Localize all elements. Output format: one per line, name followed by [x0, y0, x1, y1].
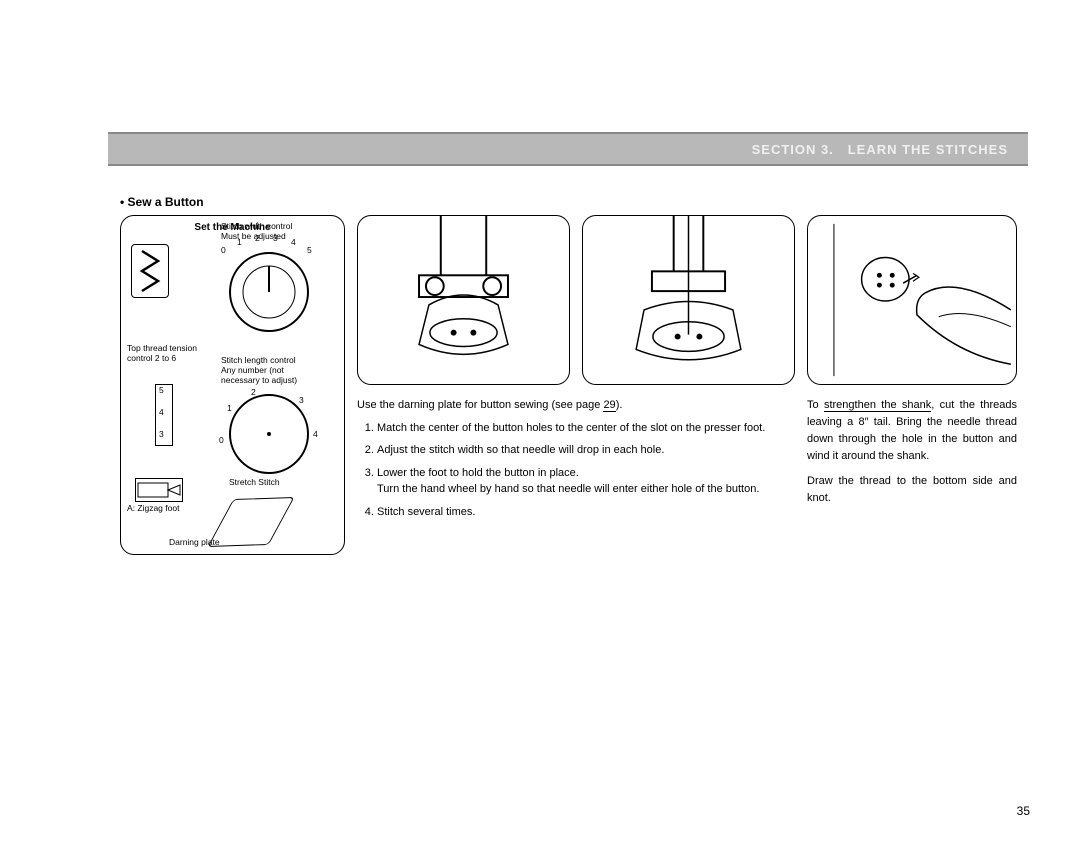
- instruction-step: Stitch several times.: [377, 504, 795, 521]
- tension-mark-3: 3: [159, 430, 164, 440]
- shank-paragraph-1: To strengthen the shank, cut the threads…: [807, 397, 1017, 465]
- dial1-tick-5: 5: [307, 246, 312, 256]
- instruction-step: Match the center of the button holes to …: [377, 420, 795, 437]
- stitch-width-dial-icon: [229, 252, 309, 332]
- page-title: • Sew a Button: [120, 195, 1030, 209]
- dial2-tick-0: 0: [219, 436, 224, 446]
- tension-label: Top thread tension control 2 to 6: [127, 344, 217, 364]
- illustration-shank-wind: [807, 215, 1017, 385]
- illustration-presser-foot-center: [357, 215, 570, 385]
- stitch-length-dial-icon: [229, 394, 309, 474]
- page-number: 35: [1017, 804, 1030, 818]
- column-shank: To strengthen the shank, cut the threads…: [807, 215, 1017, 555]
- settings-panel: Set the Machine Stitch width control Mus…: [120, 215, 345, 555]
- stretch-label: Stretch Stitch: [229, 478, 280, 488]
- dial2-tick-2: 2: [251, 388, 256, 398]
- dial1-tick-2: 2: [255, 234, 260, 244]
- dial2-tick-4: 4: [313, 430, 318, 440]
- lead-prefix: Use the darning plate for button sewing …: [357, 399, 603, 411]
- shank-paragraph-2: Draw the thread to the bottom side and k…: [807, 473, 1017, 507]
- illustration-needle-in-hole: [582, 215, 795, 385]
- lead-suffix: ).: [616, 399, 623, 411]
- stitch-length-label: Stitch length control Any number (not ne…: [221, 356, 331, 385]
- dial1-tick-4: 4: [291, 238, 296, 248]
- section-title: LEARN THE STITCHES: [848, 142, 1008, 157]
- tension-indicator-icon: [155, 384, 173, 446]
- column-settings: Set the Machine Stitch width control Mus…: [120, 215, 345, 555]
- dial2-tick-1: 1: [227, 404, 232, 414]
- section-number: SECTION 3.: [752, 142, 834, 157]
- darning-plate-icon: [207, 497, 294, 547]
- instructions-list: Match the center of the button holes to …: [357, 420, 795, 521]
- zigzag-foot-icon: [135, 478, 183, 502]
- dial1-tick-0: 0: [221, 246, 226, 256]
- dial1-tick-1: 1: [237, 238, 242, 248]
- dial1-tick-3: 3: [273, 234, 278, 244]
- foot-label: A: Zigzag foot: [127, 504, 179, 514]
- instructions-lead: Use the darning plate for button sewing …: [357, 397, 795, 414]
- section-header-band: SECTION 3. LEARN THE STITCHES: [108, 132, 1028, 166]
- shank-text: To strengthen the shank, cut the threads…: [807, 397, 1017, 507]
- tension-mark-5: 5: [159, 386, 164, 396]
- lead-page-ref: 29: [603, 399, 615, 412]
- dial2-tick-3: 3: [299, 396, 304, 406]
- instruction-step: Adjust the stitch width so that needle w…: [377, 442, 795, 459]
- darning-label: Darning plate: [169, 538, 220, 548]
- illustration-row: [357, 215, 795, 385]
- page-content: • Sew a Button Set the Machine Stitch wi…: [120, 195, 1030, 555]
- p1-underline: strengthen the shank: [824, 399, 931, 412]
- column-instructions: Use the darning plate for button sewing …: [357, 215, 795, 555]
- tension-mark-4: 4: [159, 408, 164, 418]
- instructions-block: Use the darning plate for button sewing …: [357, 397, 795, 520]
- columns: Set the Machine Stitch width control Mus…: [120, 215, 1030, 555]
- zigzag-stitch-icon: [131, 244, 169, 298]
- instruction-step: Lower the foot to hold the button in pla…: [377, 465, 795, 498]
- p1-prefix: To: [807, 399, 824, 411]
